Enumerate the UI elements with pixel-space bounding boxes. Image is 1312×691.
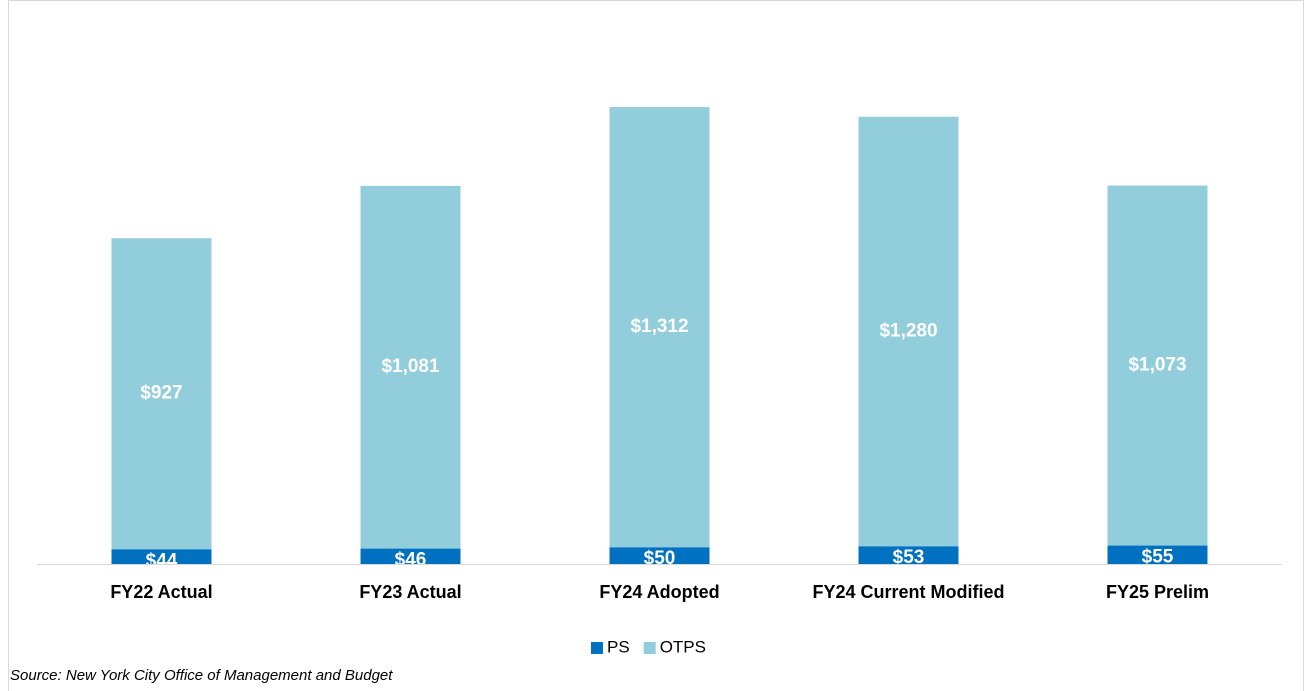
bar-segment	[111, 238, 212, 550]
legend-swatch	[643, 642, 656, 654]
data-label: $1,312	[630, 316, 688, 337]
bar-segment	[609, 107, 710, 548]
legend-label: OTPS	[660, 637, 706, 656]
data-label: $1,073	[1128, 355, 1186, 376]
x-tick-label: FY24 Adopted	[599, 582, 719, 602]
bar-segment	[858, 546, 959, 564]
data-label: $53	[893, 547, 925, 568]
x-tick-label: FY24 Current Modified	[812, 582, 1004, 602]
data-label: $44	[146, 550, 178, 571]
data-label: $1,081	[381, 356, 440, 377]
bar-segment	[858, 116, 959, 547]
data-label: $46	[395, 550, 427, 571]
bar-segment	[360, 185, 461, 549]
bar-segment	[1107, 185, 1208, 546]
bar-segment	[609, 547, 710, 564]
bar-segment	[360, 548, 461, 564]
data-label: $1,280	[879, 321, 937, 342]
x-tick-label: FY22 Actual	[110, 582, 212, 602]
x-tick-label: FY25 Prelim	[1106, 582, 1209, 602]
source-note: Source: New York City Office of Manageme…	[10, 667, 393, 684]
legend-label: PS	[607, 637, 630, 656]
plot-area: $44 $927 $46 $1,081 $50 $1,312 $53 $1,280 $55 $1,…	[111, 107, 1208, 571]
bar-segment	[1107, 545, 1208, 564]
x-tick-label: FY23 Actual	[359, 582, 461, 602]
data-label: $55	[1142, 547, 1174, 568]
data-label: $50	[644, 548, 676, 569]
bar-segment	[111, 549, 212, 564]
chart-frame	[8, 0, 1304, 691]
legend-swatch	[591, 642, 603, 654]
data-label: $927	[140, 383, 182, 404]
